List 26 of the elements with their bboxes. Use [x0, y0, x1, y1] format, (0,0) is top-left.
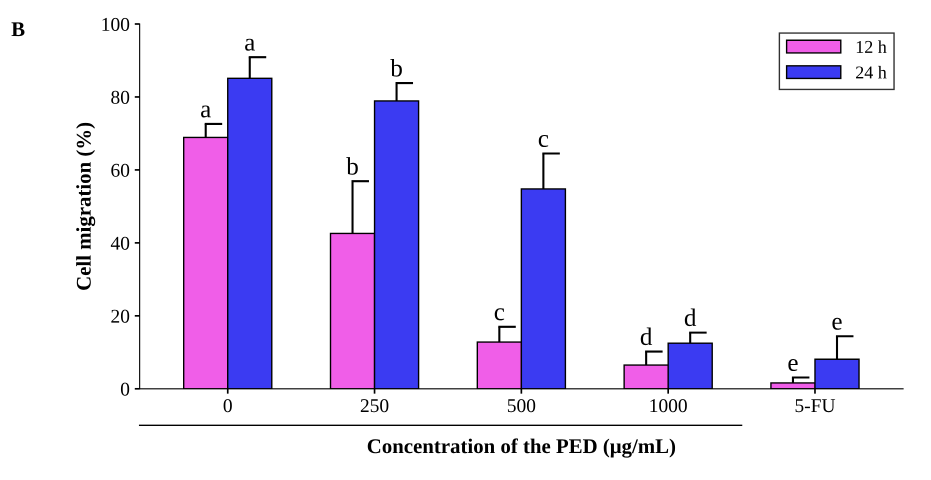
annotation: e — [832, 318, 842, 330]
legend-label: 12 h — [856, 40, 887, 53]
annotation: a — [245, 38, 255, 51]
x-axis-title: Concentration of the PED (μg/mL) — [368, 438, 676, 458]
y-axis-title: Cell migration (%) — [76, 122, 96, 290]
x-tick-label: 1000 — [650, 399, 687, 412]
x-tick-label: 5-FU — [796, 399, 836, 412]
y-tick-label: 100 — [102, 18, 130, 31]
y-tick-label: 20 — [111, 310, 130, 323]
y-tick-label: 0 — [120, 382, 130, 396]
x-tick-label: 250 — [360, 399, 388, 412]
annotation: b — [390, 59, 402, 77]
annotation: d — [684, 308, 696, 326]
x-tick-label: 0 — [224, 399, 232, 412]
y-tick-label: 60 — [111, 164, 130, 177]
text: B — [12, 22, 24, 36]
y-tick-label: 40 — [110, 236, 130, 250]
legend-label: 24 h — [856, 66, 887, 78]
x-tick-label: 500 — [508, 399, 536, 412]
annotation: a — [201, 106, 211, 118]
annotation: c — [494, 308, 504, 320]
y-tick-label: 80 — [111, 90, 130, 104]
annotation: b — [346, 157, 358, 175]
annotation: d — [640, 328, 652, 346]
annotation: e — [788, 358, 798, 372]
annotation: c — [538, 135, 548, 148]
